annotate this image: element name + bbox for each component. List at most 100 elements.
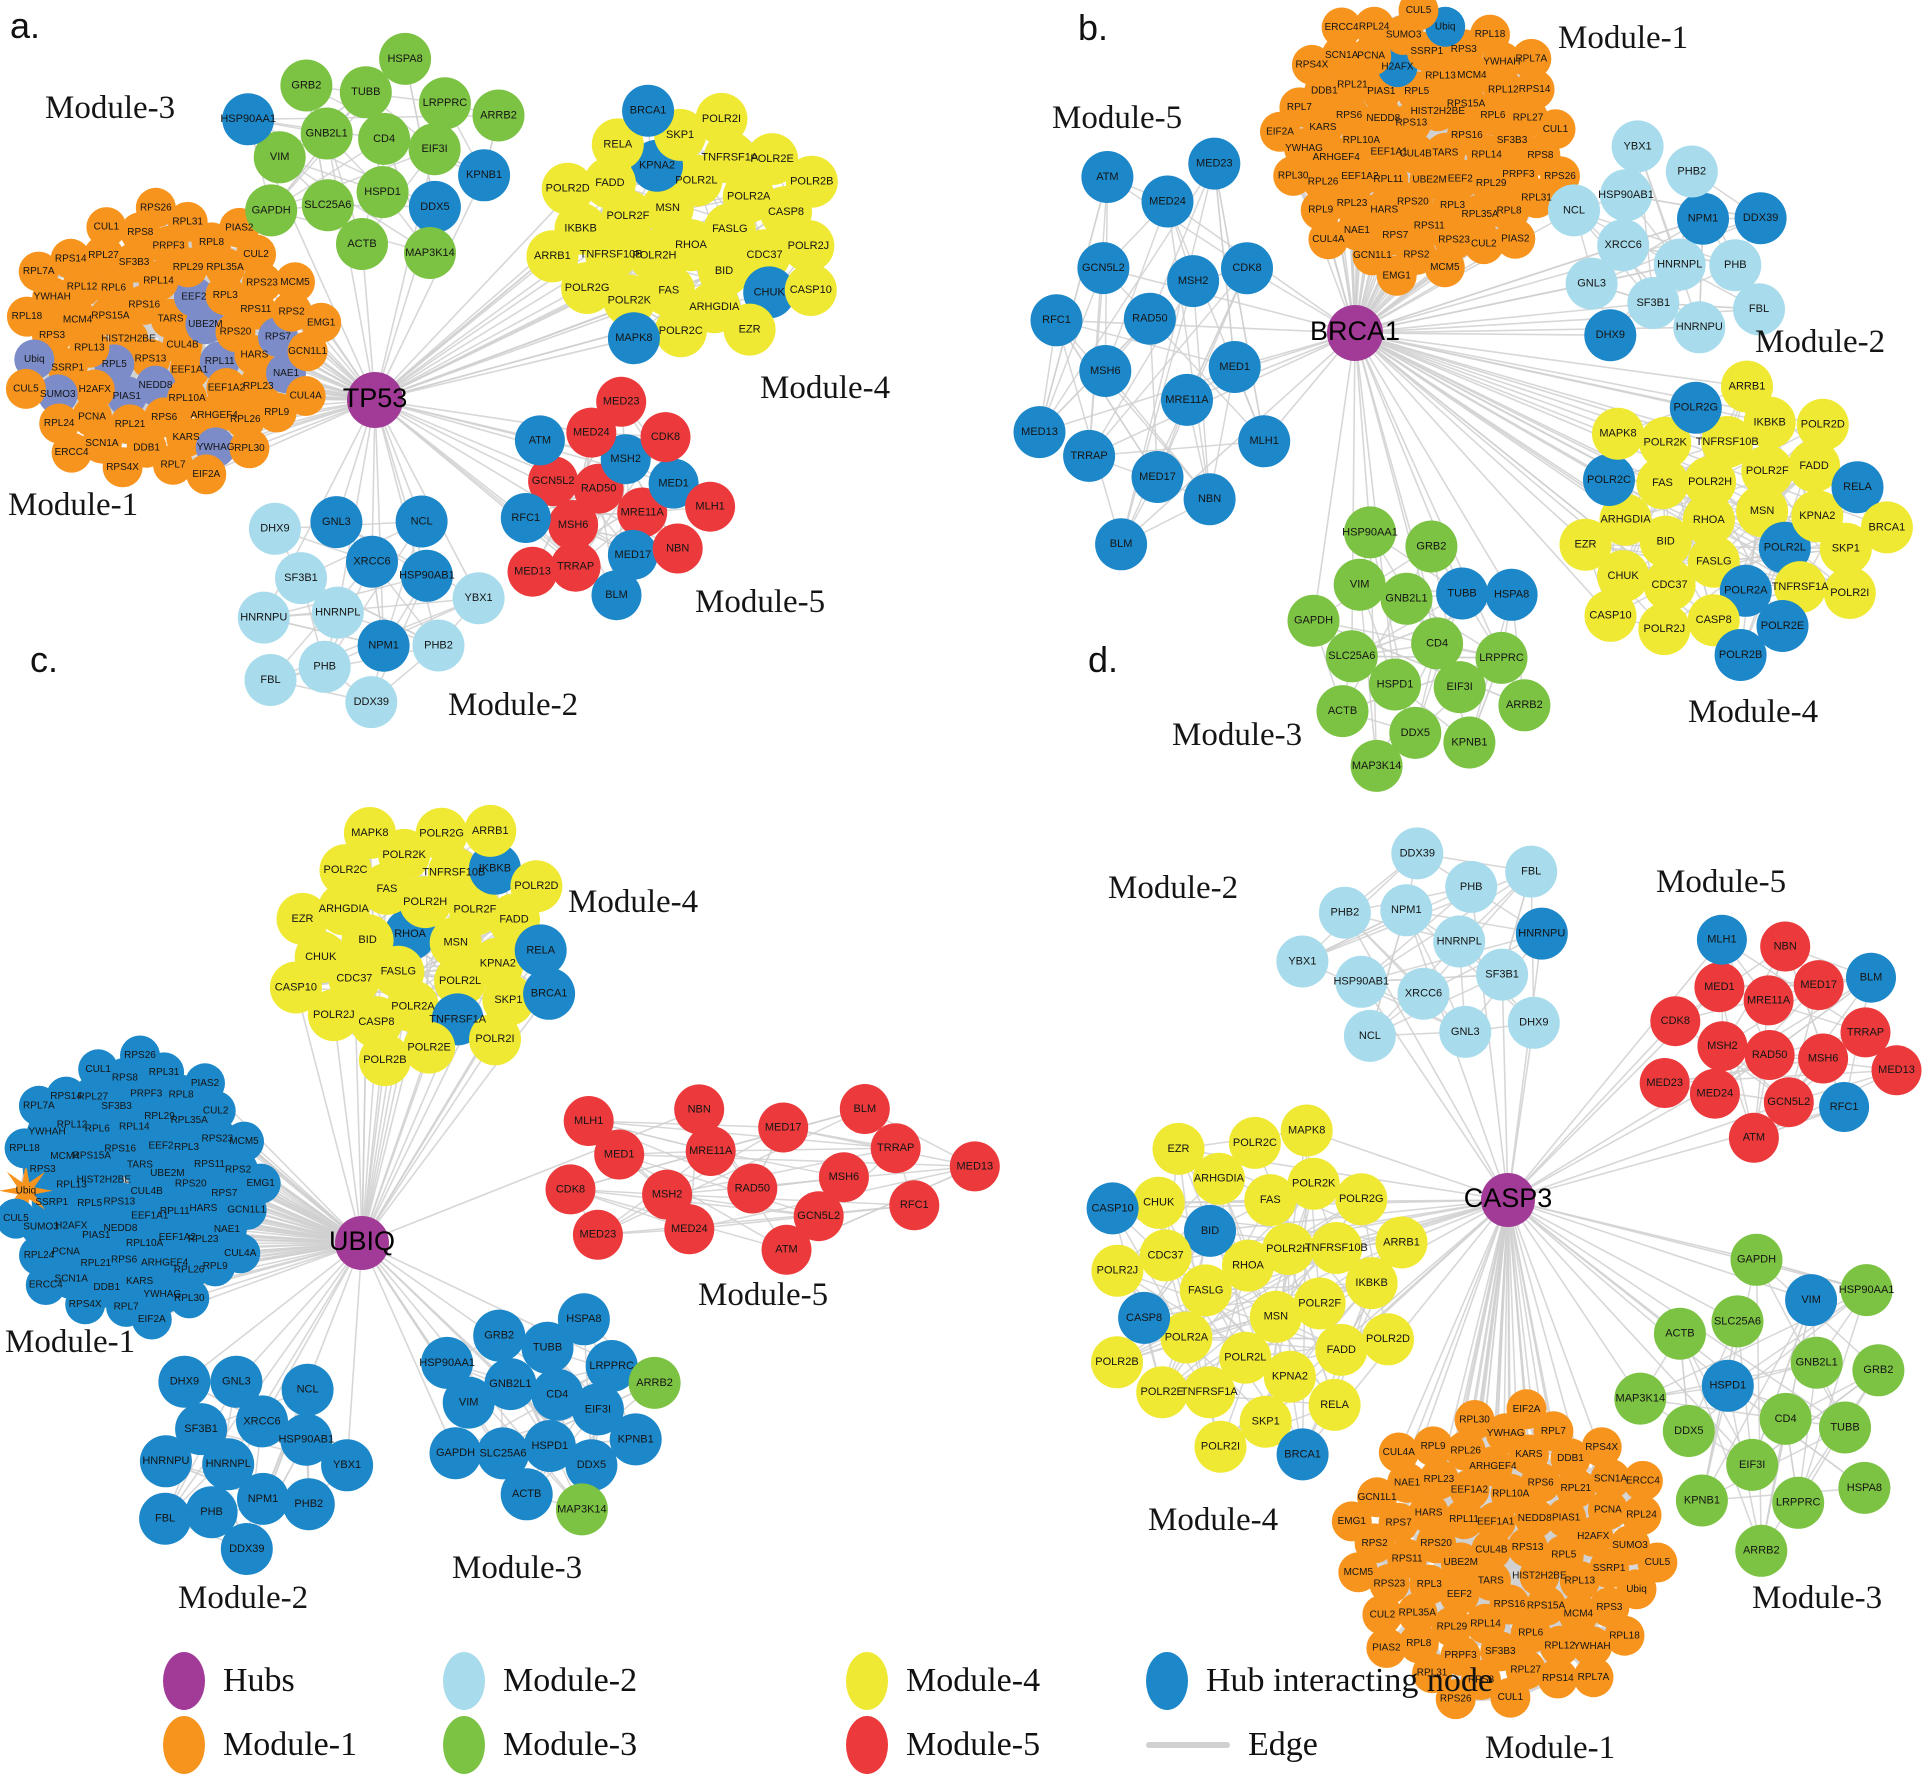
node-label: NEDD8 [1518, 1513, 1552, 1524]
node-label: EIF2A [1513, 1404, 1541, 1415]
hub-label: UBIQ [329, 1226, 395, 1256]
node-label: DHX9 [260, 523, 289, 535]
node-label: POLR2C [1233, 1137, 1277, 1149]
node-label: RPL26 [1450, 1446, 1481, 1457]
node-label: RPL8 [1406, 1638, 1431, 1649]
node-label: POLR2J [788, 240, 830, 252]
node-label: LRPPRC [1479, 652, 1524, 664]
node-label: IKBKB [564, 223, 596, 235]
node-label: PCNA [52, 1247, 80, 1258]
panel-c: c.RHOAMSNFASLGPOLR2HPOLR2LBIDPOLR2FPOLR2… [0, 639, 1000, 1616]
node-label: BID [1657, 536, 1675, 548]
node-label: PRPF3 [130, 1088, 163, 1099]
node-label: MAP3K14 [405, 247, 455, 259]
node-label: MED13 [1878, 1064, 1915, 1076]
node-label: POLR2C [1587, 474, 1631, 486]
node-label: MCM4 [63, 314, 93, 325]
node-label: POLR2J [313, 1009, 355, 1021]
node-label: CASP8 [768, 206, 804, 218]
node-label: FAS [377, 883, 398, 895]
node-label: RPL31 [1417, 1668, 1448, 1679]
node-label: HNRNPL [1657, 259, 1702, 271]
node-label: RPS6 [1528, 1477, 1555, 1488]
edge [1508, 940, 1722, 1200]
node-label: MCM4 [1457, 70, 1487, 81]
node-label: KARS [1515, 1449, 1543, 1460]
node-label: RPL35A [1461, 209, 1499, 220]
node-label: RPL7 [1541, 1426, 1566, 1437]
node-label: EEF2 [181, 291, 206, 302]
node-label: ATM [1743, 1132, 1765, 1144]
node-label: RPL30 [1459, 1415, 1490, 1426]
node-label: BLM [1860, 972, 1883, 984]
module-label: Module-5 [1052, 100, 1182, 136]
node-label: MED1 [1219, 361, 1250, 373]
node-label: RPL30 [234, 443, 265, 454]
node-label: BRCA1 [630, 105, 667, 117]
node-label: POLR2I [475, 1033, 514, 1045]
node-label: CD4 [1426, 637, 1448, 649]
node-label: SF3B3 [101, 1101, 132, 1112]
node-label: BLM [605, 589, 628, 601]
node-label: POLR2D [546, 183, 590, 195]
module-label: Module-2 [1755, 324, 1885, 360]
node-label: RPL7A [23, 1100, 55, 1111]
node-label: RPS4X [1585, 1442, 1618, 1453]
module-label: Module-4 [1688, 694, 1818, 730]
node-label: RPL10A [168, 393, 206, 404]
node-label: SKP1 [494, 994, 522, 1006]
node-label: RPS2 [1362, 1538, 1389, 1549]
node-label: RPL14 [1471, 150, 1502, 161]
node-label: MAP3K14 [1352, 760, 1402, 772]
node-label: NEDD8 [1366, 113, 1400, 124]
node-label: CD4 [1775, 1413, 1797, 1425]
node-label: FASLG [381, 966, 416, 978]
node-label: POLR2C [659, 325, 703, 337]
node-label: RPL8 [169, 1089, 194, 1100]
node-label: MED13 [1021, 426, 1058, 438]
node-label: FAS [1652, 477, 1673, 489]
node-label: RPS8 [1468, 1675, 1495, 1686]
node-label: XRCC6 [1405, 988, 1442, 1000]
node-label: RPS15A [1447, 98, 1486, 109]
node-label: HSPD1 [364, 186, 401, 198]
node-label: RPL35A [206, 262, 244, 273]
panel-letter: b. [1078, 7, 1108, 48]
node-label: PHB2 [424, 639, 453, 651]
node-label: CUL5 [1645, 1557, 1671, 1568]
node-label: NEDD8 [139, 380, 173, 391]
node-label: MED23 [1646, 1077, 1683, 1089]
node-label: TARS [158, 313, 184, 324]
node-label: TUBB [1830, 1421, 1859, 1433]
node-label: UBE2M [1443, 1557, 1477, 1568]
node-label: H2AFX [79, 384, 112, 395]
node-label: SKP1 [666, 129, 694, 141]
node-label: HSPA8 [387, 53, 422, 65]
node-label: RPL27 [88, 250, 119, 261]
node-label: GNB2L1 [306, 127, 348, 139]
node-label: MAPK8 [351, 827, 388, 839]
node-label: PRPF3 [1444, 1650, 1477, 1661]
node-label: GAPDH [1737, 1254, 1776, 1266]
node-label: RPL7 [160, 459, 185, 470]
module-label: Module-3 [45, 90, 175, 126]
node-label: RPL5 [77, 1198, 102, 1209]
module-label: Module-2 [1108, 870, 1238, 906]
node-label: MLH1 [574, 1115, 603, 1127]
node-label: RPL7 [1287, 102, 1312, 113]
node-label: PCNA [1594, 1505, 1622, 1516]
node-label: HSPA8 [1494, 589, 1529, 601]
panel-letter: c. [30, 639, 58, 680]
node-label: POLR2F [607, 210, 650, 222]
node-label: HSP90AB1 [399, 570, 455, 582]
node-label: RPL21 [1337, 80, 1368, 91]
node-label: POLR2B [790, 176, 833, 188]
node-label: MSH2 [652, 1189, 683, 1201]
node-label: RFC1 [511, 512, 540, 524]
node-label: RPL6 [85, 1124, 110, 1135]
node-label: MED23 [603, 396, 640, 408]
node-label: MED23 [1196, 158, 1233, 170]
node-label: ATM [1096, 171, 1118, 183]
node-label: RFC1 [1830, 1101, 1859, 1113]
node-label: SUMO3 [1612, 1540, 1648, 1551]
